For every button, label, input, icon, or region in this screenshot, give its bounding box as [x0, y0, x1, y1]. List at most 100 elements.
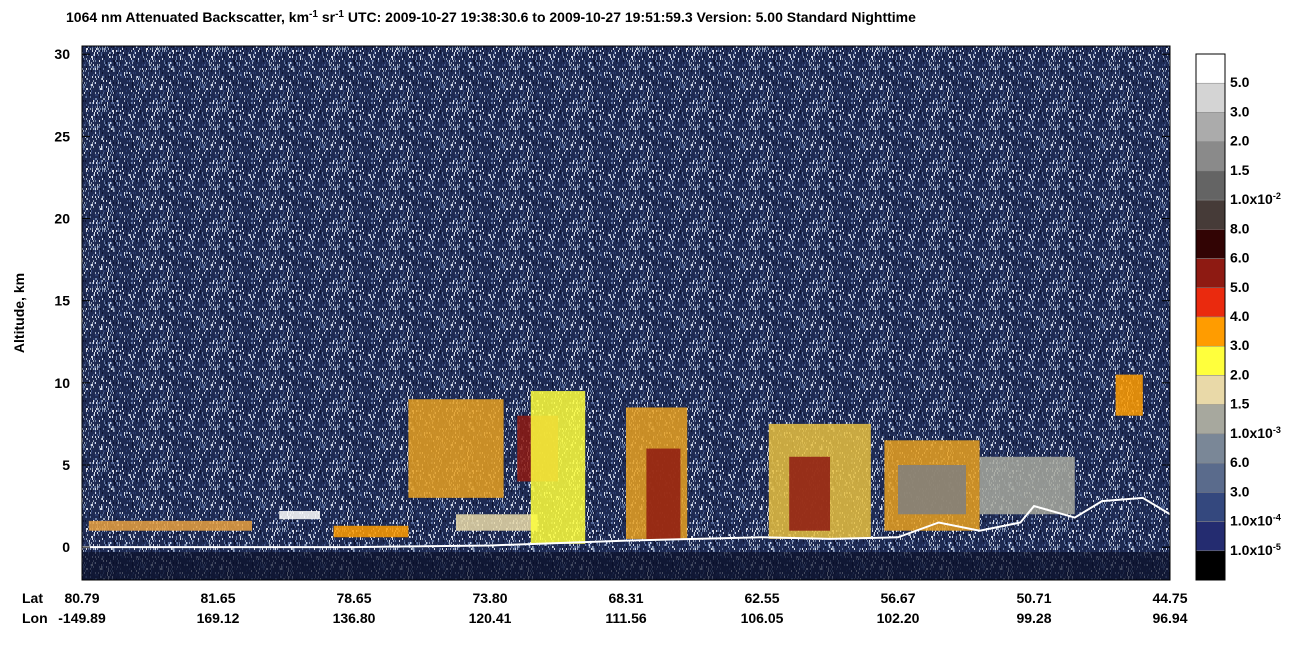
cloud-feature: [333, 525, 409, 538]
colorbar-bin: [1195, 53, 1226, 84]
colorbar-label: 6.0: [1230, 454, 1250, 470]
colorbar-label-text: 5.0: [1230, 74, 1250, 90]
cloud-feature: [88, 520, 252, 531]
lat-label: 81.65: [200, 590, 235, 606]
colorbar-label: 6.0: [1230, 250, 1250, 266]
lat-label: 73.80: [472, 590, 507, 606]
colorbar-bin: [1195, 462, 1226, 493]
title-part: 1064 nm Attenuated Backscatter, km: [66, 9, 309, 25]
colorbar-label: 5.0: [1230, 74, 1250, 90]
cloud-feature: [408, 399, 504, 498]
colorbar-bin: [1195, 521, 1226, 552]
y-tick-label: 15: [54, 293, 70, 309]
colorbar-label: 4.0: [1230, 308, 1250, 324]
colorbar-bin: [1195, 375, 1226, 405]
colorbar-label-text: 1.5: [1230, 396, 1250, 412]
lon-label: 120.41: [469, 610, 512, 626]
lon-label: 106.05: [741, 610, 784, 626]
lat-label: 44.75: [1152, 590, 1187, 606]
title-part: UTC: 2009-10-27 19:38:30.6 to 2009-10-27…: [344, 9, 916, 25]
y-tick-label: 30: [54, 46, 70, 62]
cloud-feature: [456, 514, 538, 531]
colorbar-label: 3.0: [1230, 337, 1250, 353]
colorbar-frame: [1195, 53, 1226, 581]
cloud-feature: [646, 448, 681, 539]
colorbar-label: 1.0x10-2: [1230, 191, 1281, 207]
colorbar-label-text: 4.0: [1230, 308, 1250, 324]
colorbar-bin: [1195, 170, 1226, 201]
chart-title: 1064 nm Attenuated Backscatter, km-1 sr-…: [66, 9, 916, 26]
colorbar-bin: [1195, 258, 1226, 289]
cloud-feature: [530, 391, 586, 544]
colorbar-label-text: 3.0: [1230, 103, 1250, 119]
colorbar-label-exponent: -2: [1273, 191, 1281, 201]
lon-label: 136.80: [333, 610, 376, 626]
colorbar-label-text: 1.0x10: [1230, 513, 1273, 529]
y-tick-label: 0: [62, 539, 70, 555]
colorbar-bin: [1195, 112, 1226, 142]
colorbar-label: 2.0: [1230, 133, 1250, 149]
plot-frame: [81, 45, 1171, 581]
colorbar-label-text: 1.0x10: [1230, 542, 1273, 558]
colorbar-label-text: 1.0x10: [1230, 191, 1273, 207]
colorbar-label: 5.0: [1230, 279, 1250, 295]
y-axis-label: Altitude, km: [11, 273, 27, 353]
lon-label: 102.20: [877, 610, 920, 626]
lon-label: 99.28: [1016, 610, 1051, 626]
colorbar-bin: [1195, 229, 1226, 259]
lat-label: 56.67: [880, 590, 915, 606]
lat-label: 78.65: [336, 590, 371, 606]
lon-label: 169.12: [197, 610, 240, 626]
y-tick-label: 25: [54, 128, 70, 144]
y-tick-label: 5: [62, 457, 70, 473]
colorbar-bin: [1195, 404, 1226, 435]
colorbar-label: 3.0: [1230, 483, 1250, 499]
title-part: sr: [318, 9, 336, 25]
x-row-title: Lat: [22, 590, 43, 606]
colorbar-label-exponent: -5: [1273, 542, 1281, 552]
colorbar-bin: [1195, 550, 1226, 581]
colorbar-label-text: 1.0x10: [1230, 425, 1273, 441]
colorbar-label: 1.0x10-5: [1230, 542, 1281, 558]
colorbar-label-text: 2.0: [1230, 366, 1250, 382]
colorbar-label-text: 3.0: [1230, 483, 1250, 499]
colorbar-label: 2.0: [1230, 366, 1250, 382]
colorbar-label: 1.0x10-4: [1230, 513, 1281, 529]
lat-label: 68.31: [608, 590, 643, 606]
colorbar-label-text: 3.0: [1230, 337, 1250, 353]
colorbar-label: 1.5: [1230, 396, 1250, 412]
surface-line: [82, 496, 1171, 549]
y-tick-label: 10: [54, 375, 70, 391]
colorbar-label-text: 6.0: [1230, 454, 1250, 470]
colorbar-label: 1.5: [1230, 162, 1250, 178]
colorbar-label-exponent: -3: [1273, 425, 1281, 435]
lat-label: 80.79: [64, 590, 99, 606]
colorbar-label: 3.0: [1230, 103, 1250, 119]
lon-label: -149.89: [58, 610, 106, 626]
y-tick-label: 20: [54, 211, 70, 227]
colorbar-label-exponent: -4: [1273, 513, 1281, 523]
lon-label: 96.94: [1152, 610, 1187, 626]
subsurface: [82, 552, 1170, 580]
colorbar-label-text: 8.0: [1230, 220, 1250, 236]
colorbar-bin: [1195, 316, 1226, 347]
colorbar-label: 1.0x10-3: [1230, 425, 1281, 441]
lat-label: 62.55: [744, 590, 779, 606]
title-part: -1: [335, 9, 344, 20]
lon-label: 111.56: [605, 610, 646, 626]
colorbar-bin: [1195, 141, 1226, 172]
colorbar-label: 8.0: [1230, 220, 1250, 236]
cloud-feature: [1115, 374, 1143, 416]
cloud-feature: [979, 456, 1075, 515]
colorbar-bin: [1195, 492, 1226, 522]
colorbar-bin: [1195, 287, 1226, 318]
colorbar-label-text: 2.0: [1230, 133, 1250, 149]
colorbar-label-text: 1.5: [1230, 162, 1250, 178]
colorbar-label-text: 5.0: [1230, 279, 1250, 295]
title-part: -1: [309, 9, 318, 20]
cloud-feature: [789, 456, 830, 531]
lat-label: 50.71: [1016, 590, 1051, 606]
colorbar-bin: [1195, 199, 1226, 230]
colorbar-label-text: 6.0: [1230, 250, 1250, 266]
